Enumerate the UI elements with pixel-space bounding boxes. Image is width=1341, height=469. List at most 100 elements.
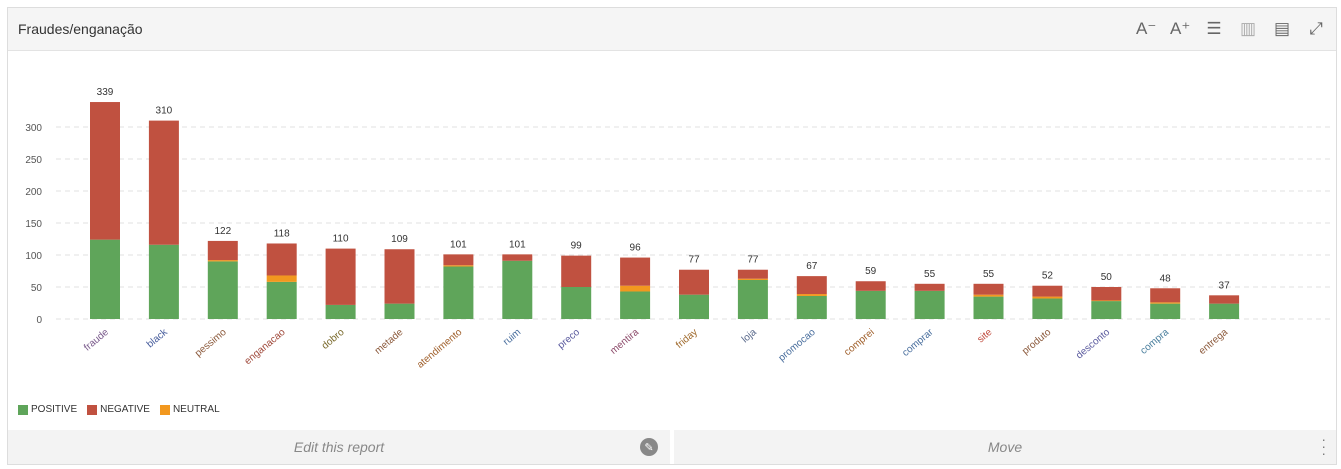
bar-segment-positive (620, 291, 651, 319)
y-tick-label: 200 (25, 187, 42, 198)
bar-segment-positive (148, 244, 179, 319)
y-tick-label: 50 (31, 283, 43, 294)
data-label: 50 (1101, 272, 1113, 283)
bar-segment-positive (796, 295, 827, 319)
data-label: 96 (630, 243, 642, 254)
bar-segment-neutral (1091, 300, 1122, 302)
bar-segment-neutral (737, 278, 768, 280)
panel-footer: Edit this report ✎ Move · · · (8, 430, 1336, 464)
bar-segment-negative (973, 283, 1004, 295)
x-tick-label: produto (1020, 327, 1053, 358)
y-tick-label: 150 (25, 219, 42, 230)
bar-segment-negative (443, 254, 474, 266)
legend-label: NEUTRAL (172, 404, 220, 415)
bar-segment-positive (207, 261, 238, 319)
x-tick-label: promocao (777, 327, 818, 364)
bar-segment-negative (325, 248, 356, 305)
data-label: 118 (274, 228, 290, 239)
data-label: 52 (1042, 271, 1054, 282)
x-tick-label: desconto (1074, 327, 1112, 362)
bar-segment-positive (384, 303, 415, 319)
data-label: 77 (747, 255, 759, 266)
data-label: 77 (688, 255, 700, 266)
bar-segment-negative (620, 257, 651, 286)
bar-segment-positive (561, 287, 592, 319)
edit-report-button[interactable]: Edit this report ✎ (8, 430, 670, 464)
bar-segment-positive (266, 281, 297, 319)
bar-segment-negative (561, 255, 592, 287)
y-tick-label: 250 (25, 155, 42, 166)
data-label: 67 (806, 261, 818, 272)
x-tick-label: compra (1139, 327, 1172, 357)
edit-report-label: Edit this report (293, 439, 385, 455)
data-label: 55 (924, 269, 936, 280)
bar-chart-icon[interactable]: ▥ (1239, 19, 1257, 38)
y-tick-label: 0 (36, 315, 42, 326)
y-tick-label: 100 (25, 251, 42, 262)
x-tick-label: preco (556, 327, 583, 352)
expand-icon[interactable]: ⤢ (1309, 19, 1323, 38)
x-tick-label: atendimento (415, 327, 465, 371)
bar-segment-positive (443, 266, 474, 319)
bar-segment-neutral (443, 265, 474, 267)
data-label: 55 (983, 269, 995, 280)
bar-segment-neutral (796, 294, 827, 296)
data-label: 109 (391, 234, 408, 245)
chart-legend: POSITIVE NEGATIVE NEUTRAL (18, 404, 220, 415)
report-panel: Fraudes/enganação A⁻ A⁺ ☰ ▥ ▤ ⤢ 0 50 100 15… (7, 7, 1337, 465)
font-decrease-icon[interactable]: A⁻ (1136, 19, 1157, 38)
bar-segment-negative (914, 283, 945, 291)
more-options-icon[interactable]: · · · (1321, 431, 1326, 461)
data-label: 101 (450, 239, 467, 250)
bar-segment-negative (207, 240, 238, 261)
bar-segment-neutral (1032, 296, 1063, 299)
legend-negative[interactable]: NEGATIVE (87, 404, 150, 415)
bar-segment-neutral (207, 260, 238, 262)
bar-segment-negative (679, 269, 709, 295)
bar-segment-negative (855, 281, 886, 291)
data-label: 101 (509, 239, 526, 250)
x-tick-label: loja (740, 327, 759, 346)
data-label: 110 (333, 234, 349, 245)
move-button[interactable]: Move · · · (674, 430, 1336, 464)
legend-positive[interactable]: POSITIVE (18, 404, 77, 415)
legend-neutral[interactable]: NEUTRAL (159, 404, 220, 415)
bar-segment-neutral (1150, 302, 1181, 304)
bar-segment-negative (266, 243, 297, 276)
data-label: 310 (156, 106, 173, 117)
x-tick-label: friday (674, 327, 700, 351)
legend-label: NEGATIVE (100, 404, 150, 415)
bar-segment-negative (796, 276, 827, 295)
bar-segment-neutral (973, 294, 1004, 297)
bar-segment-negative (502, 254, 533, 261)
bar-segment-neutral (266, 275, 297, 282)
list-icon[interactable]: ☰ (1206, 19, 1222, 38)
bar-segment-positive (90, 239, 120, 319)
data-label: 48 (1160, 273, 1172, 284)
font-increase-icon[interactable]: A⁺ (1170, 19, 1191, 38)
data-label: 122 (214, 226, 231, 237)
move-label: Move (987, 439, 1023, 455)
bar-segment-neutral (620, 285, 651, 292)
x-tick-label: metade (373, 327, 406, 357)
x-tick-label: ruim (501, 327, 523, 348)
bar-segment-positive (737, 279, 768, 319)
comment-icon[interactable]: ▤ (1273, 19, 1291, 38)
data-label: 37 (1219, 280, 1231, 291)
bar-segment-negative (737, 269, 768, 279)
bar-segment-positive (855, 290, 886, 319)
bar-segment-positive (1150, 303, 1181, 319)
bar-segment-negative (1032, 285, 1063, 297)
bar-segment-positive (1209, 303, 1240, 319)
data-label: 339 (97, 87, 114, 98)
x-tick-label: enganacao (243, 327, 288, 368)
bar-segment-negative (1209, 295, 1240, 304)
panel-header: Fraudes/enganação A⁻ A⁺ ☰ ▥ ▤ ⤢ (8, 8, 1336, 51)
bar-segment-positive (679, 294, 709, 319)
bar-segment-positive (973, 296, 1004, 319)
data-label: 59 (865, 266, 877, 277)
x-tick-label: mentira (608, 327, 641, 357)
x-tick-label: fraude (82, 327, 111, 354)
bar-segment-positive (502, 260, 533, 319)
x-tick-label: comprei (842, 327, 876, 358)
